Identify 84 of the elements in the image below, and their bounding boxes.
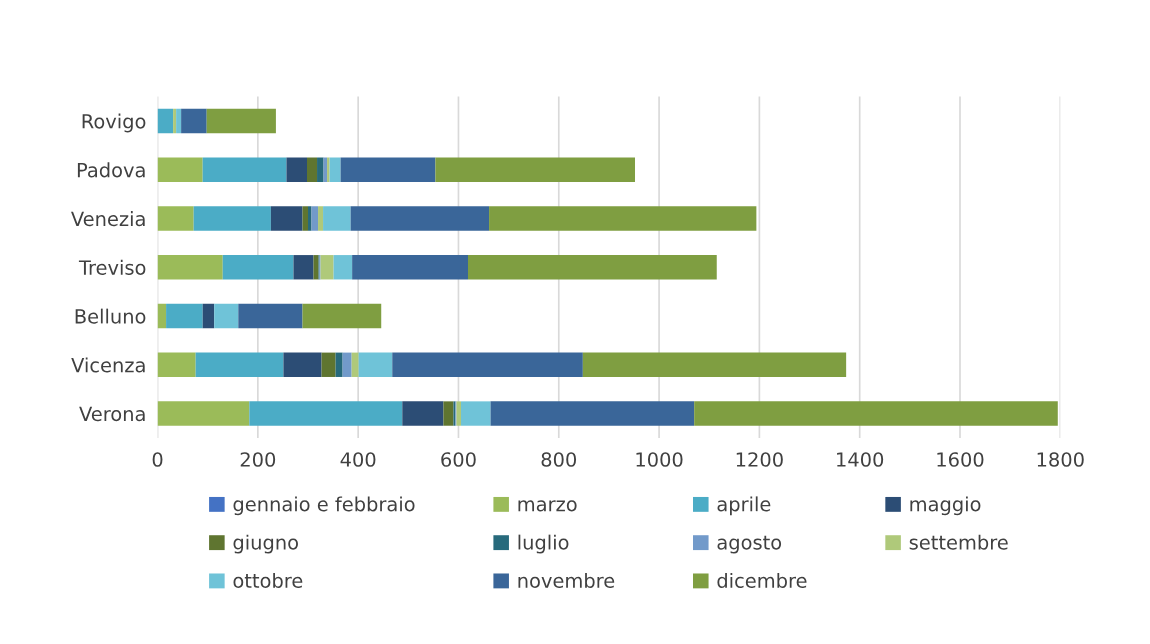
bar	[435, 157, 635, 182]
x-tick-label: 1600	[937, 452, 984, 467]
bar	[329, 157, 341, 182]
bar	[157, 206, 194, 231]
bar	[283, 352, 322, 377]
bar	[157, 303, 167, 329]
bar	[333, 255, 353, 280]
x-tick-label: 1000	[636, 452, 683, 467]
legend-label: giugno	[233, 534, 298, 554]
bar	[456, 401, 461, 426]
y-tick-label: Verona	[79, 406, 145, 422]
bar	[320, 255, 334, 280]
bar	[321, 352, 336, 377]
bar	[270, 206, 303, 231]
bar	[195, 352, 284, 377]
bar	[317, 157, 324, 182]
legend-label: maggio	[910, 496, 981, 516]
bar	[166, 303, 203, 329]
bar	[323, 206, 351, 231]
legend-label: settembre	[909, 534, 1008, 550]
bar	[157, 352, 196, 377]
bar	[350, 206, 490, 231]
x-tick-label: 1400	[837, 452, 884, 467]
bar	[302, 206, 309, 231]
y-tick-label: Rovigo	[82, 113, 146, 133]
bar	[157, 108, 174, 134]
bar	[214, 303, 239, 329]
bar	[342, 352, 352, 377]
legend-label: aprile	[717, 496, 771, 516]
bar	[173, 108, 177, 134]
bar	[302, 303, 382, 329]
bar	[286, 157, 308, 182]
bar	[157, 401, 250, 426]
bar	[176, 108, 182, 134]
bar	[193, 206, 271, 231]
y-tick-label: Vicenza	[71, 357, 145, 373]
y-tick-label: Treviso	[78, 259, 146, 275]
y-tick-label: Venezia	[71, 211, 145, 227]
y-tick-label: Belluno	[75, 308, 146, 324]
bar	[222, 255, 294, 280]
bar	[468, 255, 717, 280]
x-tick-label: 1800	[1037, 452, 1084, 467]
bar	[249, 401, 403, 426]
bar	[311, 206, 319, 231]
bar	[327, 157, 330, 182]
bar	[238, 303, 303, 329]
bar	[157, 157, 203, 182]
bar	[392, 352, 583, 377]
bar	[335, 352, 343, 377]
x-tick-label: 0	[152, 452, 163, 467]
bar	[352, 255, 468, 280]
bar	[181, 108, 207, 134]
x-tick-label: 400	[340, 452, 376, 467]
legend-label: ottobre	[233, 572, 303, 588]
bar	[490, 401, 695, 426]
legend-label: luglio	[518, 534, 569, 554]
y-tick-label: Padova	[77, 162, 145, 178]
bar	[460, 401, 491, 426]
legend-label: novembre	[518, 572, 615, 588]
bar	[206, 108, 276, 134]
bar	[202, 303, 215, 329]
bar	[351, 352, 359, 377]
legend-label: marzo	[518, 500, 577, 512]
bar	[313, 255, 319, 280]
legend-label: gennaio e febbraio	[233, 496, 415, 516]
legend-label: dicembre	[717, 572, 807, 588]
x-tick-label: 1200	[736, 452, 783, 467]
bar	[318, 206, 324, 231]
bar	[307, 157, 318, 182]
x-tick-label: 200	[240, 452, 276, 467]
bar	[308, 206, 312, 231]
legend-label: agosto	[717, 535, 782, 554]
bar	[340, 157, 436, 182]
bar	[157, 255, 223, 280]
x-tick-label: 600	[441, 452, 476, 467]
bar	[489, 206, 757, 231]
bar	[402, 401, 444, 426]
bar	[293, 255, 314, 280]
bar	[694, 401, 1058, 426]
bar	[202, 157, 287, 182]
bar	[582, 352, 847, 377]
bar	[443, 401, 454, 426]
x-tick-label: 800	[541, 452, 577, 467]
bar	[358, 352, 393, 377]
